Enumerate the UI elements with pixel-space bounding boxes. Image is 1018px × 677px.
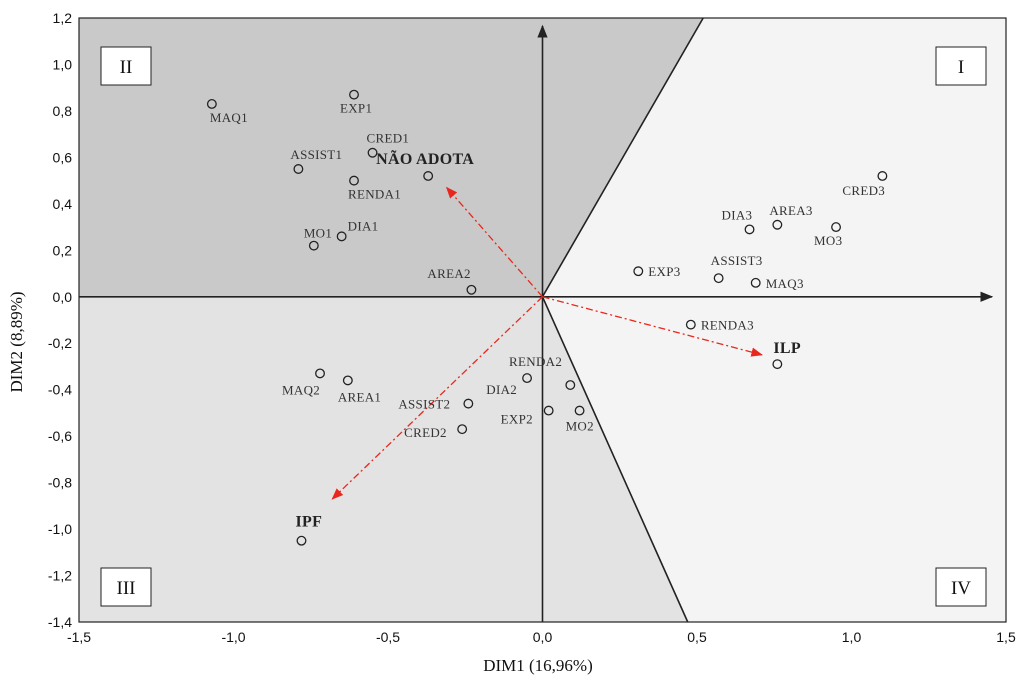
- point-maq1: [206, 99, 217, 109]
- y-tick-label: -1,4: [48, 614, 72, 630]
- x-tick-label: -0,5: [376, 629, 400, 645]
- point-label-assist3: ASSIST3: [711, 253, 763, 268]
- point-label-maq1: MAQ1: [210, 110, 248, 125]
- point-maq3: [750, 277, 761, 288]
- point-label-renda1: RENDA1: [348, 187, 401, 202]
- point-mo1: [308, 240, 319, 251]
- point-exp2: [543, 405, 554, 416]
- quadrant-label-iv: IV: [951, 578, 971, 599]
- point-label-cred1: CRED1: [367, 131, 410, 146]
- data-points: MAQ1 EXP1 CRED1 ASSIST1 RENDA1 NÃO ADOTA DIA1 M…: [206, 89, 888, 546]
- point-label-assist2: ASSIST2: [398, 397, 450, 412]
- y-tick-label: 0,0: [53, 289, 73, 305]
- y-tick-label: 1,0: [53, 56, 73, 72]
- quadrant-box-iv: [935, 567, 987, 607]
- point-n-o-adota: [423, 171, 434, 181]
- point-mo2: [574, 405, 585, 416]
- x-tick-label: 0,5: [687, 629, 707, 645]
- x-tick-label: 1,0: [842, 629, 862, 645]
- y-tick-label: -0,6: [48, 428, 72, 444]
- point-ipf: [296, 535, 307, 546]
- y-tick-label: 0,6: [53, 149, 73, 165]
- point-assist2: [463, 398, 474, 409]
- vector-ipf: [331, 296, 543, 500]
- quadrant-box-i: [935, 46, 987, 86]
- x-tick-label: -1,5: [67, 629, 91, 645]
- boundary-lower: [541, 296, 689, 623]
- point-label-maq2: MAQ2: [282, 382, 320, 397]
- y-tick-label: -1,0: [48, 521, 72, 537]
- point-renda2: [522, 373, 533, 384]
- tick-labels: -1,5 -1,0 -0,5 0,0 0,5 1,0 1,5 -1,4 -1,2 -1,0 -0,8…: [48, 10, 1016, 645]
- point-label-ipf: IPF: [295, 514, 322, 531]
- point-renda3: [685, 319, 696, 330]
- y-tick-label: -0,8: [48, 475, 72, 491]
- point-cred1: [367, 147, 378, 158]
- point-dia1: [336, 231, 347, 242]
- quadrant-box-iii: [100, 567, 152, 607]
- vector-n-o-adota: [445, 186, 543, 298]
- region-quadrant-iii: [79, 296, 688, 622]
- point-exp3: [633, 266, 644, 277]
- point-label-renda3: RENDA3: [701, 318, 754, 333]
- point-label-n-o-adota: NÃO ADOTA: [376, 149, 474, 168]
- point-area2: [466, 284, 477, 295]
- point-label-ilp: ILP: [773, 340, 801, 357]
- point-assist3: [713, 273, 724, 284]
- y-tick-label: 0,4: [53, 196, 73, 212]
- quadrant-label-i: I: [958, 57, 964, 78]
- point-label-cred2: CRED2: [404, 425, 447, 440]
- axes: [537, 24, 994, 622]
- point-mo3: [831, 222, 842, 233]
- point-label-area1: AREA1: [338, 389, 381, 404]
- point-label-renda2: RENDA2: [509, 354, 562, 369]
- point-label-exp1: EXP1: [340, 101, 372, 116]
- region-quadrant-ii: [79, 18, 704, 297]
- point-exp1: [349, 89, 359, 100]
- point-label-assist1: ASSIST1: [290, 147, 342, 162]
- quadrant-label-iii: III: [117, 578, 136, 599]
- point-assist1: [293, 164, 304, 174]
- point-ilp: [772, 359, 783, 370]
- point-label-dia1: DIA1: [348, 218, 379, 233]
- y-axis-title: DIM2 (8,89%): [7, 291, 26, 392]
- point-cred2: [457, 424, 468, 435]
- point-area1: [342, 375, 353, 386]
- y-tick-label: 0,2: [53, 242, 73, 258]
- y-tick-label: -0,2: [48, 335, 72, 351]
- x-tick-label: -1,0: [221, 629, 245, 645]
- x-tick-label: 0,0: [533, 629, 553, 645]
- point-label-area3: AREA3: [769, 203, 812, 218]
- point-label-dia3: DIA3: [722, 207, 753, 222]
- point-label-dia2: DIA2: [486, 382, 517, 397]
- point-label-maq3: MAQ3: [766, 276, 804, 291]
- vectors: [331, 186, 764, 500]
- point-dia3: [744, 224, 755, 235]
- point-label-mo1: MO1: [304, 226, 332, 241]
- point-label-area2: AREA2: [427, 266, 470, 281]
- y-tick-label: 0,8: [53, 103, 73, 119]
- point-label-mo2: MO2: [566, 419, 594, 434]
- point-maq2: [315, 368, 325, 379]
- point-label-mo3: MO3: [814, 233, 842, 248]
- quadrant-label-ii: II: [120, 57, 133, 78]
- x-axis-title: DIM1 (16,96%): [483, 656, 593, 675]
- point-area3: [772, 219, 783, 230]
- y-tick-label: -0,4: [48, 382, 72, 398]
- boundary-upper: [541, 17, 704, 298]
- point-label-cred3: CRED3: [842, 183, 885, 198]
- y-tick-label: -1,2: [48, 568, 72, 584]
- point-label-exp2: EXP2: [501, 412, 533, 427]
- point-cred3: [877, 171, 888, 181]
- point-label-exp3: EXP3: [648, 264, 680, 279]
- quadrant-box-ii: [100, 46, 152, 86]
- x-tick-label: 1,5: [996, 629, 1016, 645]
- point-dia2: [565, 380, 576, 390]
- point-renda1: [349, 175, 359, 186]
- y-tick-label: 1,2: [53, 10, 73, 26]
